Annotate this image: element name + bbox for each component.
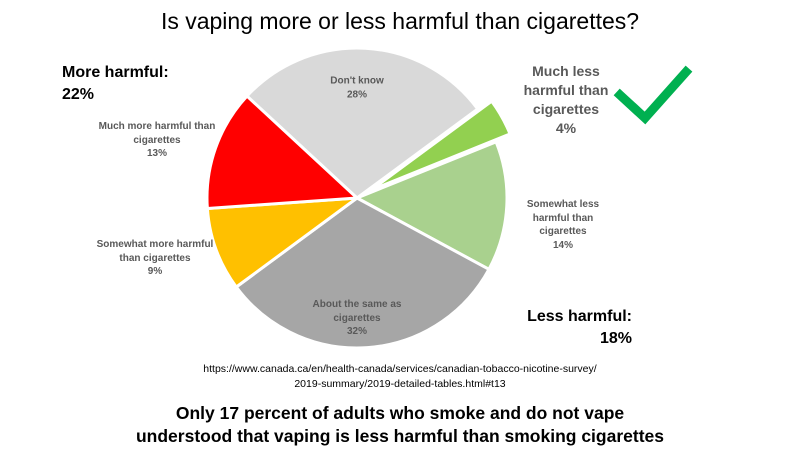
category-label: Much less harmful than cigarettes <box>523 63 609 117</box>
less-harmful-annotation: Less harmful: 18% <box>522 306 632 351</box>
value-label: 4% <box>555 119 577 136</box>
category-label: About the same as cigarettes <box>312 298 402 324</box>
footnote-line: Only 17 percent of adults who smoke and … <box>175 403 625 423</box>
check-mark <box>613 65 693 125</box>
slice-label: Somewhat more harmful than cigarettes 9% <box>95 238 215 279</box>
slice-label: Don't know 28% <box>297 75 417 102</box>
source: https://www.canada.ca/en/health-canada/s… <box>0 362 800 392</box>
pie-slice <box>370 99 512 192</box>
slice-label: About the same as cigarettes 32% <box>297 298 417 339</box>
annotation-value: 18% <box>599 330 632 348</box>
slice-label: Much more harmful than cigarettes 13% <box>97 120 217 161</box>
value-label: 28% <box>346 89 367 100</box>
annotation-text: Less harmful: <box>527 308 632 325</box>
annotation-text: More harmful: <box>62 64 169 81</box>
category-label: Much more harmful than cigarettes <box>98 120 216 146</box>
footnote: Only 17 percent of adults who smoke and … <box>0 402 800 448</box>
value-label: 14% <box>552 239 573 251</box>
chart-title: Is vaping more or less harmful than ciga… <box>160 8 640 34</box>
annotation-value: 22% <box>62 86 95 104</box>
pie-slice <box>205 196 363 290</box>
pie-slice <box>244 46 480 200</box>
source-line: https://www.canada.ca/en/health-canada/s… <box>203 363 597 375</box>
footnote-line: understood that vaping is less harmful t… <box>135 425 665 446</box>
pie-slice <box>353 139 509 272</box>
pie-slice <box>234 196 491 350</box>
category-label: Don't know <box>330 75 384 87</box>
value-label: 32% <box>346 325 367 337</box>
category-label: Somewhat more harmful than cigarettes <box>96 238 214 264</box>
value-label: 13% <box>146 147 167 159</box>
slice-label: Much less harmful than cigarettes 4% <box>511 62 621 138</box>
pie-slice <box>205 93 361 211</box>
category-label: Somewhat less harmful than cigarettes <box>526 199 600 237</box>
source-line: 2019-summary/2019-detailed-tables.html#t… <box>294 378 506 391</box>
more-harmful-annotation: More harmful: 22% <box>62 62 169 107</box>
slice-label: Somewhat less harmful than cigarettes 14% <box>513 198 613 252</box>
value-label: 9% <box>147 265 163 277</box>
